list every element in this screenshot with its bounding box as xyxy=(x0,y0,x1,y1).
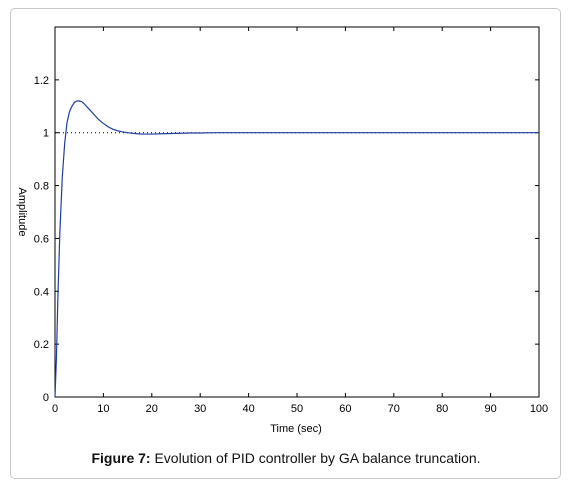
plot-area xyxy=(54,26,540,398)
step-response-line xyxy=(54,100,539,398)
figure-caption-label: Figure 7: xyxy=(91,450,151,466)
x-tick-label: 60 xyxy=(339,403,351,415)
x-tick-label: 20 xyxy=(146,403,158,415)
x-tick-label: 10 xyxy=(97,403,109,415)
x-tick-label: 80 xyxy=(436,403,448,415)
y-tick-label: 0.8 xyxy=(34,181,49,193)
step-response-chart: 0 10 20 30 40 50 60 70 80 90 100 0 0.2 0.4 0.6 0.8 1 1.2 A… xyxy=(16,26,548,435)
x-tick-label: 0 xyxy=(52,403,58,415)
x-tick-label: 40 xyxy=(242,403,254,415)
x-tick-label: 70 xyxy=(388,403,400,415)
series-layer xyxy=(54,100,539,398)
figure-caption-text: Evolution of PID controller by GA balanc… xyxy=(150,450,481,466)
y-tick-label: 0.4 xyxy=(34,286,49,298)
y-tick-label: 0.2 xyxy=(34,339,49,351)
y-tick-label: 1.2 xyxy=(34,75,49,87)
x-axis-label: Time (sec) xyxy=(270,423,322,435)
y-tick-label: 1 xyxy=(43,128,49,140)
y-tick-label: 0.6 xyxy=(34,233,49,245)
y-tick-label: 0 xyxy=(43,392,49,404)
x-tick-label: 50 xyxy=(291,403,303,415)
axes: 0 10 20 30 40 50 60 70 80 90 100 0 0.2 0.4 0.6 0.8 1 1.2 A… xyxy=(16,26,548,415)
figure-caption: Figure 7: Evolution of PID controller by… xyxy=(0,450,572,466)
x-tick-label: 90 xyxy=(484,403,496,415)
x-tick-label: 100 xyxy=(530,403,548,415)
x-tick-label: 30 xyxy=(194,403,206,415)
y-axis-label: Amplitude xyxy=(16,188,28,237)
